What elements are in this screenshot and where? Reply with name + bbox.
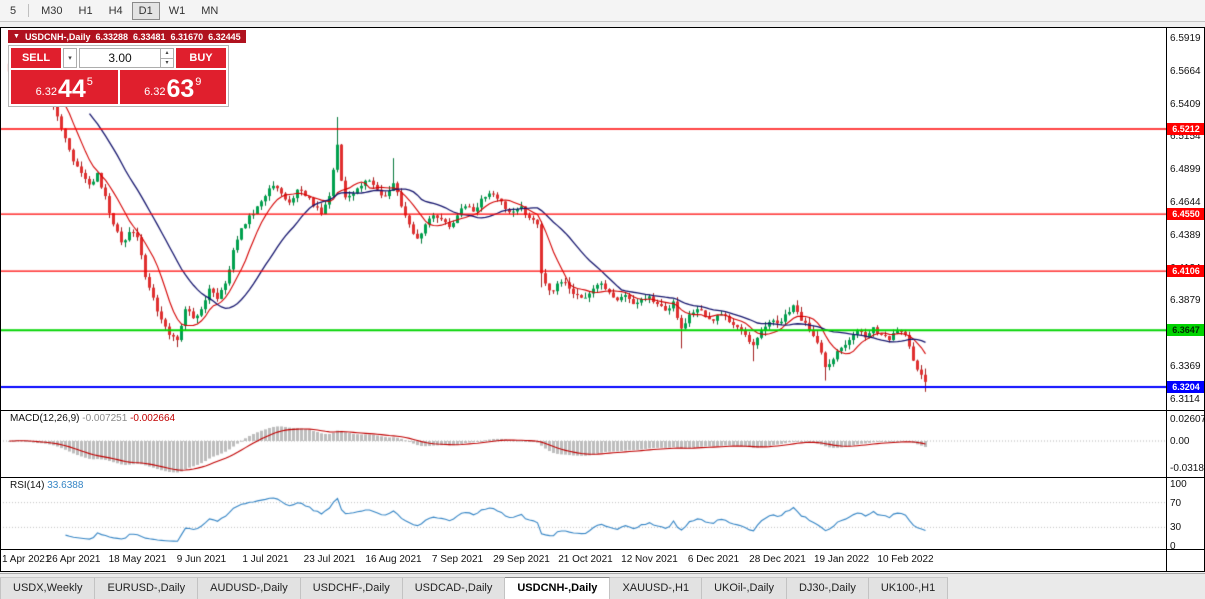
timeframe-button-d1[interactable]: D1 [131, 1, 160, 20]
ask-prefix: 6.32 [144, 86, 166, 98]
symbol-tab-audusd-daily[interactable]: AUDUSD-,Daily [198, 577, 301, 599]
date-axis-separator [0, 549, 1205, 550]
price-axis-label: 6.4899 [1170, 164, 1201, 176]
price-axis[interactable]: 6.5919 6.5664 6.5409 6.5154 6.4899 6.4644 6.43… [1167, 28, 1205, 571]
rsi-axis-label: 70 [1170, 497, 1182, 509]
symbol-tab-xauusd-h1[interactable]: XAUUSD-,H1 [610, 577, 703, 599]
macd-axis-label: 0.00 [1170, 436, 1190, 447]
quote-close: 6.32445 [208, 31, 241, 42]
hline-price-tag: 6.3647 [1167, 324, 1205, 337]
price-axis-label: 6.3369 [1170, 360, 1201, 372]
volume-field[interactable]: 3.00 ▴ ▾ [79, 48, 174, 68]
price-axis-separator [1166, 27, 1167, 572]
timeframe-button-h1[interactable]: H1 [78, 4, 93, 17]
chart-left-border [0, 27, 1, 572]
collapse-panel-icon[interactable]: ▼ [13, 33, 20, 40]
symbol-tab-eurusd-daily[interactable]: EURUSD-,Daily [95, 577, 199, 599]
symbol-tab-uk100-h1[interactable]: UK100-,H1 [868, 577, 949, 599]
bid-prefix: 6.32 [35, 86, 57, 98]
macd-panel-canvas [0, 411, 1166, 477]
rsi-value: 33.6388 [47, 480, 84, 491]
symbol-tab-ukoil-daily[interactable]: UKOil-,Daily [702, 577, 787, 599]
rsi-axis-label: 100 [1170, 479, 1187, 490]
timeframe-button-h4[interactable]: H4 [108, 4, 123, 17]
rsi-axis-label: 30 [1170, 522, 1182, 534]
ask-point: 9 [195, 76, 202, 88]
hline-price-tag: 6.4106 [1167, 265, 1205, 278]
macd-axis-label: -0.03187 [1170, 462, 1205, 474]
date-axis-label: 28 Dec 2021 [749, 554, 806, 565]
date-axis-label: 21 Oct 2021 [558, 554, 613, 565]
price-axis-label: 6.5154 [1170, 131, 1201, 143]
ask-pips: 63 [166, 75, 195, 103]
date-axis-label: 23 Jul 2021 [303, 554, 356, 565]
symbol-tab-usdcad-daily[interactable]: USDCAD-,Daily [402, 577, 506, 599]
toolbar-separator [28, 4, 30, 17]
one-click-trading-panel: SELL ▾ 3.00 ▴ ▾ BUY 6.32 44 5 6.32 63 9 [8, 45, 229, 107]
timeframe-toolbar: 5 M30 H1 H4 D1 W1 MN [0, 0, 1205, 22]
quote-low: 6.31670 [170, 31, 204, 42]
date-axis-label: 10 Feb 2022 [877, 554, 934, 565]
date-axis-label: 1 Jul 2021 [242, 554, 289, 565]
macd-signal-value: -0.002664 [130, 413, 176, 424]
date-axis-label: 26 Apr 2021 [46, 554, 101, 565]
macd-label: MACD(12,26,9) -0.007251 -0.002664 [10, 413, 175, 424]
macd-name: MACD(12,26,9) [10, 413, 80, 424]
chart-top-border [0, 27, 1205, 28]
date-axis-label: 6 Dec 2021 [687, 554, 740, 565]
symbol-tabbar: USDX,Weekly EURUSD-,Daily AUDUSD-,Daily USD… [0, 573, 1205, 599]
volume-spinner[interactable]: ▴ ▾ [160, 49, 173, 67]
hline-price-tag: 6.4550 [1167, 208, 1205, 221]
rsi-name: RSI(14) [10, 480, 45, 491]
ask-price-button[interactable]: 6.32 63 9 [119, 70, 226, 104]
quote-symbol: USDCNH-,Daily [24, 31, 91, 42]
buy-button[interactable]: BUY [176, 48, 226, 68]
bid-point: 5 [86, 76, 93, 88]
price-axis-label: 6.3879 [1170, 295, 1201, 307]
price-axis-label: 6.5664 [1170, 65, 1201, 77]
price-axis-label: 6.5409 [1170, 98, 1201, 110]
date-axis-label: 29 Sep 2021 [493, 554, 550, 565]
date-axis-label: 7 Sep 2021 [431, 554, 484, 565]
date-axis-label: 12 Nov 2021 [621, 554, 678, 565]
timeframe-button-m30[interactable]: M30 [41, 4, 63, 17]
timeframe-button-5[interactable]: 5 [10, 4, 17, 17]
bid-price-button[interactable]: 6.32 44 5 [11, 70, 118, 104]
bid-pips: 44 [57, 75, 86, 103]
symbol-tab-usdchf-daily[interactable]: USDCHF-,Daily [300, 577, 403, 599]
date-axis-label: 16 Aug 2021 [365, 554, 422, 565]
spinner-up-icon[interactable]: ▴ [161, 49, 173, 59]
macd-separator [0, 410, 1205, 411]
symbol-tab-usdcnh-daily[interactable]: USDCNH-,Daily [505, 577, 611, 599]
sell-button[interactable]: SELL [11, 48, 61, 68]
symbol-tab-dj30-daily[interactable]: DJ30-,Daily [786, 577, 869, 599]
quote-open: 6.33288 [95, 31, 128, 42]
hline-price-tag: 6.3204 [1167, 381, 1205, 394]
volume-value[interactable]: 3.00 [108, 51, 132, 65]
volume-dropdown-icon[interactable]: ▾ [63, 48, 77, 68]
timeframe-button-w1[interactable]: W1 [168, 4, 186, 17]
chart-bottom-border [0, 571, 1205, 572]
quote-high: 6.33481 [133, 31, 166, 42]
date-axis-label: 1 Apr 2021 [2, 554, 51, 565]
date-axis[interactable]: 1 Apr 2021 26 Apr 2021 18 May 2021 9 Jun 20… [0, 550, 1166, 571]
date-axis-label: 18 May 2021 [108, 554, 167, 565]
date-axis-label: 9 Jun 2021 [176, 554, 227, 565]
price-axis-label: 6.4644 [1170, 197, 1201, 208]
date-axis-label: 19 Jan 2022 [813, 554, 870, 565]
rsi-axis-label: 0 [1170, 541, 1176, 552]
timeframe-button-mn[interactable]: MN [201, 4, 219, 17]
quote-strip[interactable]: ▼ USDCNH-,Daily 6.33288 6.33481 6.31670 … [8, 30, 246, 43]
spinner-down-icon[interactable]: ▾ [165, 59, 169, 66]
rsi-label: RSI(14) 33.6388 [10, 480, 83, 491]
hline-price-tag: 6.5212 [1167, 123, 1205, 135]
price-axis-label: 6.5919 [1170, 33, 1201, 45]
price-axis-label: 6.4389 [1170, 229, 1201, 241]
macd-axis-label: 0.02607 [1170, 413, 1205, 425]
rsi-panel-canvas [0, 478, 1166, 549]
symbol-tab-usdx-weekly[interactable]: USDX,Weekly [0, 577, 96, 599]
rsi-separator [0, 477, 1205, 478]
macd-main-value: -0.007251 [82, 413, 128, 424]
price-axis-label: 6.3114 [1170, 393, 1200, 405]
